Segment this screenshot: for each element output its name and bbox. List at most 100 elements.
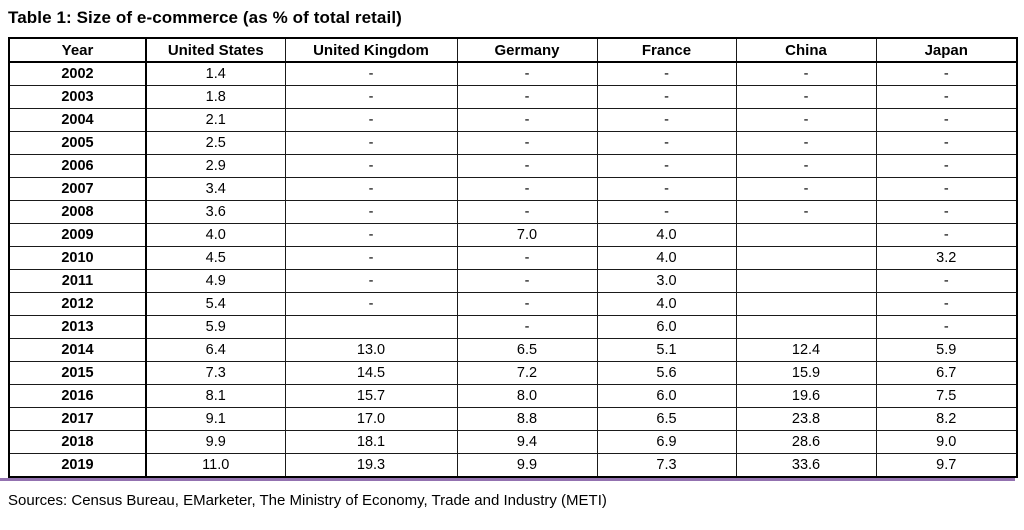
header-row: Year United States United Kingdom Germany Fr… [8, 37, 1018, 63]
value-cell: - [284, 292, 458, 316]
value-cell: 28.6 [735, 430, 877, 454]
year-cell: 2011 [8, 269, 147, 293]
value-cell: 9.1 [145, 407, 286, 431]
table-row: 2008 3.6- - - - - [8, 200, 1018, 224]
value-cell: 6.0 [596, 384, 737, 408]
value-cell: - [875, 292, 1018, 316]
year-cell: 2007 [8, 177, 147, 201]
value-cell: 19.6 [735, 384, 877, 408]
table-row: 2007 3.4- - - - - [8, 177, 1018, 201]
value-cell: 5.6 [596, 361, 737, 385]
value-cell: - [284, 154, 458, 178]
value-cell: 4.0 [596, 246, 737, 270]
column-header-germany: Germany [456, 37, 598, 63]
value-cell: 7.2 [456, 361, 598, 385]
year-cell: 2009 [8, 223, 147, 247]
value-cell: 8.2 [875, 407, 1018, 431]
value-cell: - [456, 177, 598, 201]
table-row: 2016 8.1 15.7 8.0 6.0 19.6 7.5 [8, 384, 1018, 408]
value-cell: - [456, 269, 598, 293]
sources-text: Sources: Census Bureau, EMarketer, The M… [8, 492, 607, 509]
column-header-united-states: United States [145, 37, 286, 63]
value-cell: 4.0 [596, 292, 737, 316]
value-cell: - [875, 269, 1018, 293]
value-cell [284, 315, 458, 339]
value-cell: 5.9 [145, 315, 286, 339]
value-cell: 6.5 [456, 338, 598, 362]
year-cell: 2003 [8, 85, 147, 109]
value-cell: 2.5 [145, 131, 286, 155]
ecommerce-table: Year United States United Kingdom Germany Fr… [8, 37, 1018, 478]
value-cell: 8.8 [456, 407, 598, 431]
value-cell: - [284, 200, 458, 224]
table-row: 2005 2.5- - - - - [8, 131, 1018, 155]
value-cell: 3.0 [596, 269, 737, 293]
value-cell: 23.8 [735, 407, 877, 431]
value-cell: - [284, 246, 458, 270]
column-header-japan: Japan [875, 37, 1018, 63]
column-header-france: France [596, 37, 737, 63]
value-cell: 6.7 [875, 361, 1018, 385]
value-cell: - [735, 85, 877, 109]
value-cell: 4.0 [145, 223, 286, 247]
value-cell [735, 269, 877, 293]
value-cell: 2.1 [145, 108, 286, 132]
table-row: 2002 1.4- - - - - [8, 61, 1018, 86]
value-cell: - [284, 269, 458, 293]
value-cell: - [456, 154, 598, 178]
value-cell: 4.9 [145, 269, 286, 293]
year-cell: 2008 [8, 200, 147, 224]
value-cell: - [284, 61, 458, 86]
table-row: 2010 4.5- -4.0 3.2 [8, 246, 1018, 270]
value-cell: - [284, 177, 458, 201]
column-header-china: China [735, 37, 877, 63]
value-cell: - [875, 61, 1018, 86]
table-row: 2018 9.9 18.1 9.4 6.9 28.6 9.0 [8, 430, 1018, 454]
value-cell: 4.0 [596, 223, 737, 247]
value-cell: - [284, 131, 458, 155]
table-row: 2019 11.0 19.3 9.9 7.3 33.6 9.7 [8, 453, 1018, 478]
table-row: 2004 2.1- - - - - [8, 108, 1018, 132]
year-cell: 2017 [8, 407, 147, 431]
value-cell: - [284, 85, 458, 109]
value-cell: 18.1 [284, 430, 458, 454]
value-cell: - [596, 85, 737, 109]
value-cell: 14.5 [284, 361, 458, 385]
value-cell: - [596, 177, 737, 201]
value-cell: - [735, 108, 877, 132]
value-cell: - [596, 61, 737, 86]
value-cell: 19.3 [284, 453, 458, 478]
value-cell: - [596, 131, 737, 155]
value-cell: 6.5 [596, 407, 737, 431]
value-cell: 12.4 [735, 338, 877, 362]
value-cell: - [456, 108, 598, 132]
value-cell: 3.6 [145, 200, 286, 224]
value-cell: 8.0 [456, 384, 598, 408]
value-cell: 15.9 [735, 361, 877, 385]
column-header-year: Year [8, 37, 147, 63]
year-cell: 2014 [8, 338, 147, 362]
value-cell: - [735, 177, 877, 201]
value-cell: 33.6 [735, 453, 877, 478]
value-cell: 1.8 [145, 85, 286, 109]
value-cell: - [456, 246, 598, 270]
table-row: 2014 6.4 13.0 6.5 5.1 12.4 5.9 [8, 338, 1018, 362]
value-cell: 4.5 [145, 246, 286, 270]
value-cell: 9.4 [456, 430, 598, 454]
value-cell: 8.1 [145, 384, 286, 408]
value-cell: - [875, 154, 1018, 178]
year-cell: 2012 [8, 292, 147, 316]
value-cell: 6.4 [145, 338, 286, 362]
value-cell: 11.0 [145, 453, 286, 478]
value-cell [735, 315, 877, 339]
value-cell: 5.1 [596, 338, 737, 362]
table-row: 2013 5.9-6.0- [8, 315, 1018, 339]
value-cell: - [456, 315, 598, 339]
value-cell: 9.0 [875, 430, 1018, 454]
table-row: 2011 4.9- -3.0- [8, 269, 1018, 293]
year-cell: 2004 [8, 108, 147, 132]
value-cell: - [875, 200, 1018, 224]
table-row: 2006 2.9- - - - - [8, 154, 1018, 178]
value-cell: 13.0 [284, 338, 458, 362]
table-title: Table 1: Size of e-commerce (as % of tot… [8, 8, 402, 27]
